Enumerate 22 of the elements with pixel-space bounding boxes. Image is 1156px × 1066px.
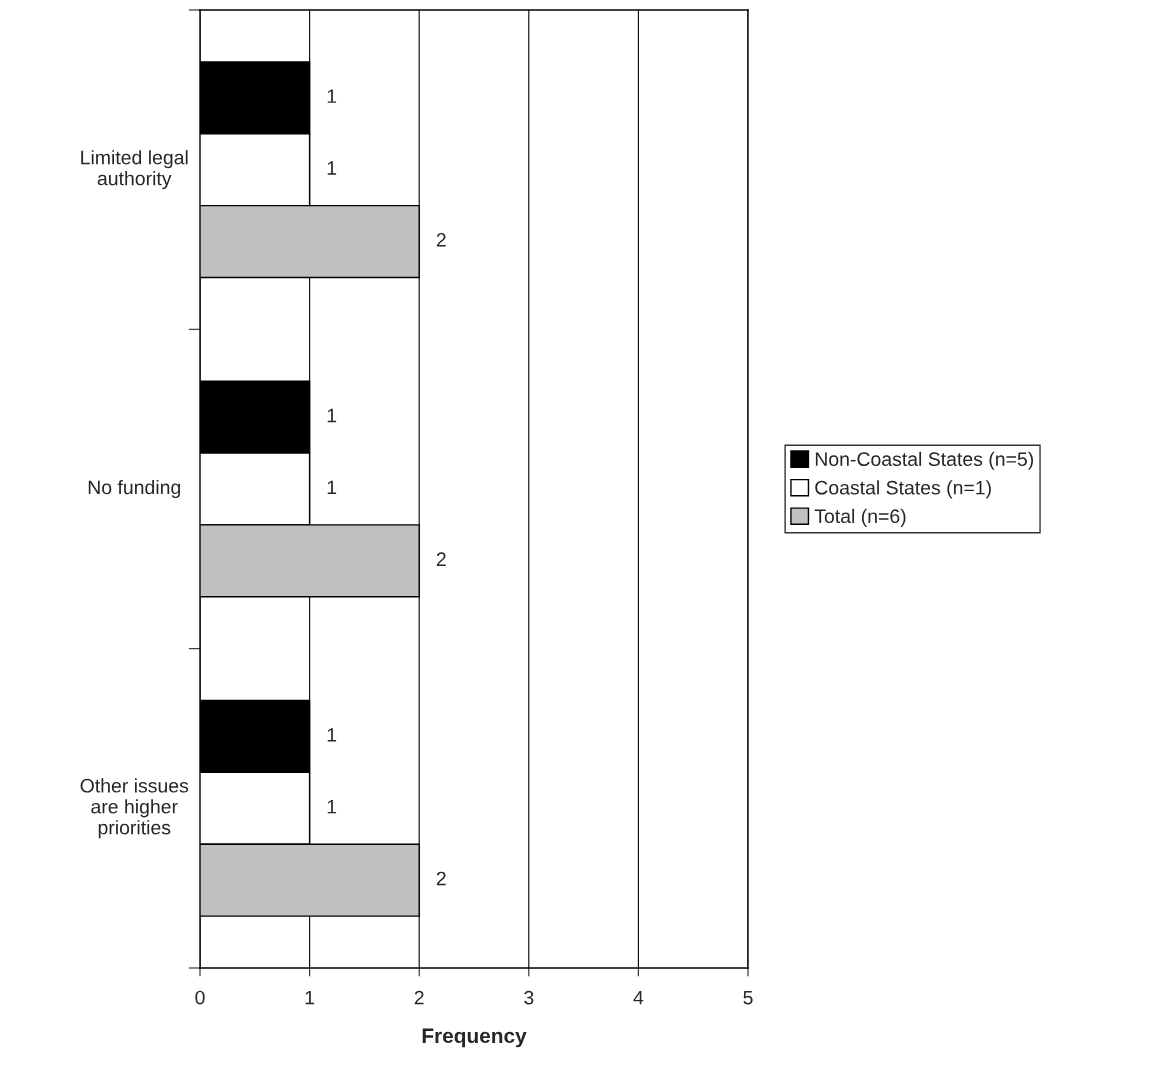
x-tick-label: 2	[414, 990, 424, 1005]
y-tick-label: No funding	[88, 479, 181, 499]
data-label: 1	[327, 480, 337, 495]
data-label: 1	[327, 161, 337, 175]
legend-label: Total (n=6)	[814, 508, 906, 527]
x-tick-label: 4	[633, 990, 644, 1005]
data-label: 1	[327, 728, 337, 742]
data-label: 1	[327, 89, 337, 103]
y-tick-label: Other issues are higher priorities	[80, 778, 189, 839]
data-label: 2	[436, 552, 446, 566]
legend-label: Non-Coastal States (n=5)	[815, 451, 1034, 470]
x-tick-label: 0	[195, 990, 205, 1005]
x-axis-title: Frequency	[422, 1028, 527, 1048]
x-tick-label: 3	[524, 990, 534, 1005]
y-tick-label: Limited legal authority	[81, 150, 188, 190]
data-label: 1	[327, 408, 337, 423]
data-label: 2	[436, 232, 446, 247]
data-label: 2	[436, 871, 446, 886]
legend-label: Coastal States (n=1)	[815, 480, 991, 499]
x-tick-label: 5	[743, 990, 753, 1005]
x-tick-label: 1	[305, 990, 315, 1005]
data-label: 1	[327, 799, 337, 814]
